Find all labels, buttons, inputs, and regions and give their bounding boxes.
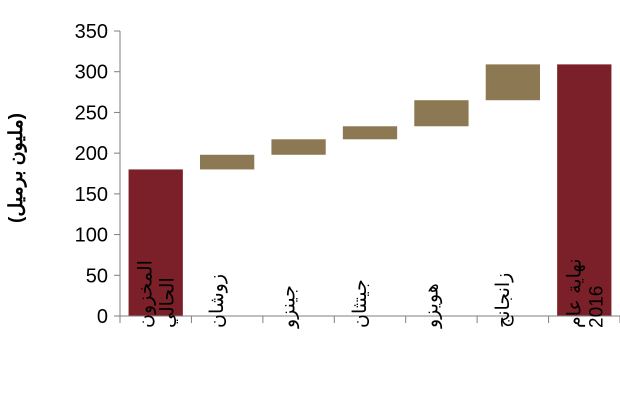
y-tick-label: 250 [75,102,108,124]
y-tick-label: 150 [75,184,108,206]
increment-bar [271,139,326,155]
increment-bar [485,64,540,101]
y-tick-label: 300 [75,62,108,84]
increment-bar [342,126,398,140]
y-tick-label: 350 [75,21,108,43]
increment-bar [414,100,469,127]
y-tick-label: 0 [97,306,108,328]
x-category-label: هويزو [421,283,442,329]
y-tick-label: 100 [75,225,108,247]
increment-bar [200,154,255,170]
x-category-label: زانجانج [493,273,514,328]
y-tick-label: 50 [86,265,108,287]
y-tick-label: 200 [75,143,108,165]
x-category-label: زوشان [207,274,228,328]
x-axis: المخزونالحالي زوشان جينزو جيتثان هويزو زانجان… [119,259,620,329]
x-category-label: جيتثان [350,279,371,328]
y-axis-label: (مليون برميل) [6,113,27,223]
x-category-label: جينزو [279,285,300,329]
total-bar [557,64,612,316]
x-category-label: المخزونالحالي [136,260,179,328]
bars [128,64,612,316]
total-bar [128,169,183,316]
x-category-label: نهاية عام2016 [564,259,607,328]
y-axis: 0 50 100 150 200 250 300 350 [75,21,121,328]
